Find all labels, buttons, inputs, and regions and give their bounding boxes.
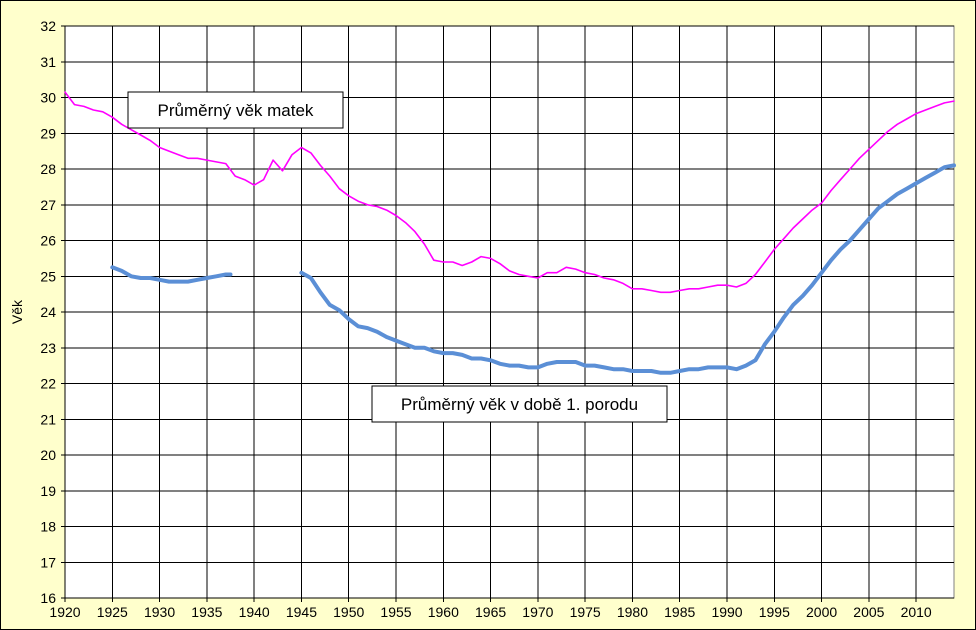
y-tick-label: 17 (40, 554, 56, 570)
x-tick-label: 1965 (475, 604, 506, 620)
annotation-box (371, 385, 668, 423)
series-line (110, 265, 233, 284)
y-tick-label: 27 (40, 197, 56, 213)
x-tick-label: 1975 (570, 604, 601, 620)
y-tick-label: 24 (40, 304, 56, 320)
x-tick-label: 1930 (144, 604, 175, 620)
y-tick-label: 18 (40, 519, 56, 535)
series-line (64, 91, 955, 294)
x-tick-label: 1970 (522, 604, 553, 620)
x-tick-label: 1940 (239, 604, 270, 620)
annotation-box (127, 91, 344, 129)
y-tick-label: 29 (40, 125, 56, 141)
y-tick-label: 30 (40, 90, 56, 106)
y-tick-label: 23 (40, 340, 56, 356)
series-layer (64, 91, 956, 375)
x-tick-label: 1980 (617, 604, 648, 620)
x-tick-label: 1955 (380, 604, 411, 620)
x-tick-label: 1960 (428, 604, 459, 620)
x-tick-label: 1920 (49, 604, 80, 620)
x-tick-label: 1945 (286, 604, 317, 620)
x-tick-label: 1985 (664, 604, 695, 620)
y-tick-label: 19 (40, 483, 56, 499)
annotation-label: Průměrný věk matek (158, 101, 314, 120)
x-tick-label: 1925 (97, 604, 128, 620)
y-tick-label: 21 (40, 411, 56, 427)
x-tick-label: 2000 (806, 604, 837, 620)
series-line (299, 163, 956, 375)
series-1 (110, 163, 956, 375)
series-0 (64, 91, 955, 294)
y-tick-label: 22 (40, 376, 56, 392)
x-tick-label: 1935 (191, 604, 222, 620)
x-tick-label: 2005 (853, 604, 884, 620)
y-axis: 16 17 18 19 20 21 22 23 24 25 26 27 28 29 30 31 32 (40, 18, 65, 606)
y-tick-label: 16 (40, 590, 56, 606)
y-tick-label: 28 (40, 161, 56, 177)
x-tick-label: 2010 (901, 604, 932, 620)
y-tick-label: 31 (40, 54, 56, 70)
x-tick-label: 1995 (759, 604, 790, 620)
y-tick-label: 20 (40, 447, 56, 463)
y-tick-label: 25 (40, 268, 56, 284)
annotation-first-birth-age: Průměrný věk v době 1. porodu (371, 385, 668, 423)
y-tick-label: 32 (40, 18, 56, 34)
x-tick-label: 1950 (333, 604, 364, 620)
x-tick-label: 1990 (711, 604, 742, 620)
y-axis-title: Věk (9, 299, 25, 324)
x-axis: 1920 1925 1930 1935 1940 1945 1950 1955 1960 1965… (49, 598, 932, 620)
y-tick-label: 26 (40, 233, 56, 249)
annotation-label: Průměrný věk v době 1. porodu (401, 395, 638, 414)
annotation-mothers-age: Průměrný věk matek (127, 91, 344, 129)
